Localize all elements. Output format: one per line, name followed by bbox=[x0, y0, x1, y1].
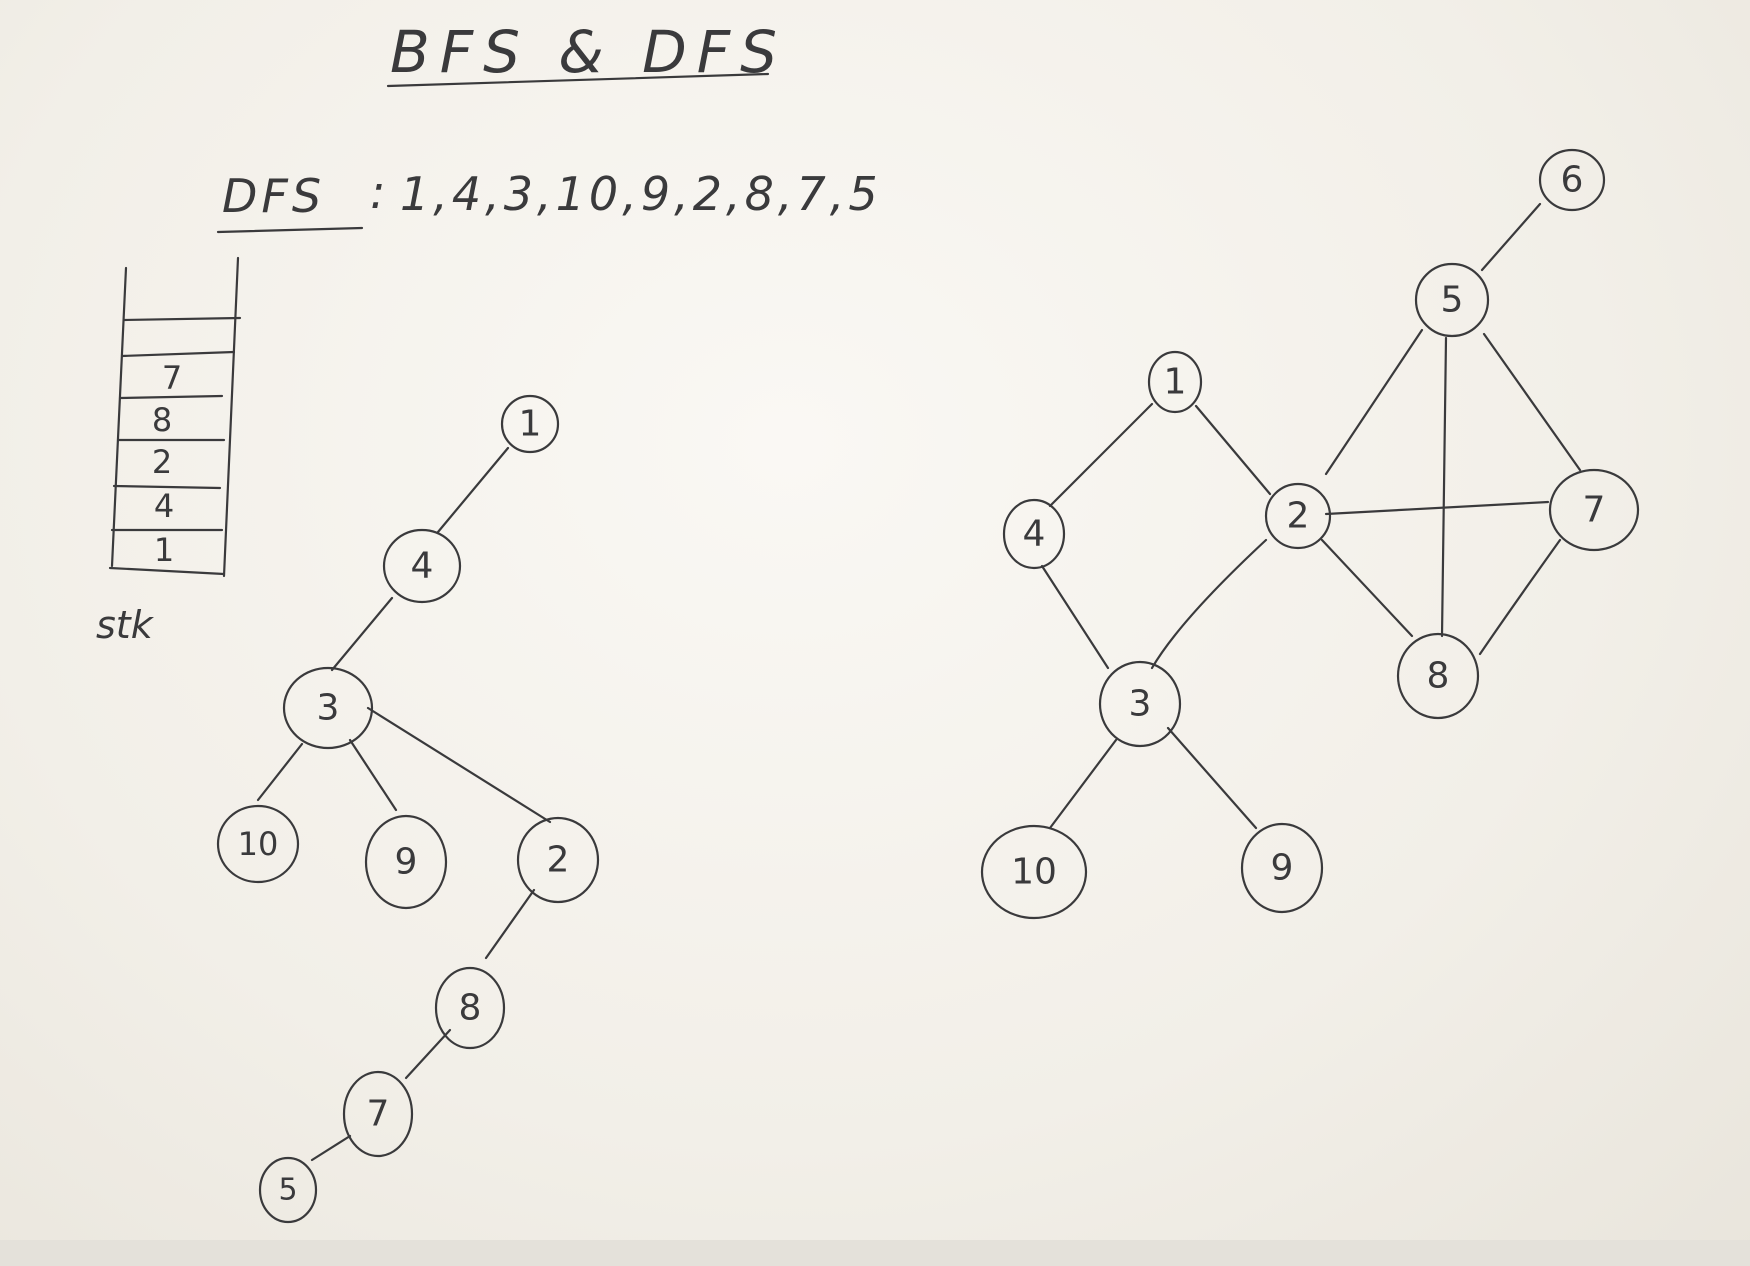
svg-text:1: 1 bbox=[1164, 362, 1187, 403]
tree-node-4 bbox=[382, 528, 462, 604]
svg-text:6: 6 bbox=[1561, 160, 1584, 201]
svg-text:7: 7 bbox=[1583, 490, 1606, 531]
dfs-label-underline bbox=[216, 226, 364, 234]
graph-node-6 bbox=[1538, 148, 1606, 212]
tree-node-3 bbox=[282, 666, 374, 750]
tree-node-5 bbox=[258, 1156, 318, 1224]
stack-item: 2 bbox=[152, 443, 172, 481]
stack-diagram: 7 8 2 4 1 stk bbox=[96, 256, 242, 647]
graph-node-4 bbox=[1002, 498, 1066, 570]
graph-node-9 bbox=[1240, 822, 1324, 914]
tree-node-9 bbox=[364, 814, 448, 910]
graph-node-3 bbox=[1098, 660, 1182, 748]
stack-item: 7 bbox=[162, 359, 182, 397]
graph-node-2 bbox=[1264, 482, 1332, 550]
svg-text:10: 10 bbox=[1011, 852, 1057, 893]
graph: 1 2 3 4 5 6 7 8 9 10 bbox=[980, 148, 1640, 920]
svg-text:4: 4 bbox=[411, 546, 434, 587]
dfs-label: DFS bbox=[222, 169, 325, 223]
stack-left-wall bbox=[110, 266, 128, 568]
svg-text:2: 2 bbox=[547, 840, 570, 881]
board-bottom-edge bbox=[0, 1240, 1750, 1266]
tree-node-7 bbox=[342, 1070, 414, 1158]
stack-item: 1 bbox=[154, 531, 174, 569]
title-underline bbox=[386, 72, 770, 88]
graph-node-1 bbox=[1147, 350, 1203, 414]
dfs-tree: 1 4 3 10 9 2 8 7 5 bbox=[216, 394, 600, 1224]
graph-node-10 bbox=[980, 824, 1088, 920]
stack-right-wall bbox=[222, 256, 240, 578]
tree-node-1 bbox=[500, 394, 560, 454]
svg-text:1: 1 bbox=[519, 404, 542, 445]
graph-node-7 bbox=[1548, 468, 1640, 552]
stack-item: 8 bbox=[152, 401, 172, 439]
svg-text:8: 8 bbox=[1427, 656, 1450, 697]
graph-node-8 bbox=[1396, 632, 1480, 720]
svg-text:7: 7 bbox=[367, 1094, 390, 1135]
svg-text:8: 8 bbox=[459, 988, 482, 1029]
stack-item: 4 bbox=[154, 487, 174, 525]
svg-text:2: 2 bbox=[1287, 496, 1310, 537]
tree-node-2 bbox=[516, 816, 600, 904]
tree-node-10 bbox=[216, 804, 300, 884]
svg-text:10: 10 bbox=[238, 825, 279, 863]
svg-text:4: 4 bbox=[1023, 514, 1046, 555]
svg-text:9: 9 bbox=[1271, 848, 1294, 889]
svg-text:9: 9 bbox=[395, 842, 418, 883]
svg-text:3: 3 bbox=[1129, 684, 1152, 725]
dfs-sequence: 1,4,3,10,9,2,8,7,5 bbox=[400, 167, 882, 221]
svg-text:3: 3 bbox=[317, 688, 340, 729]
svg-text::: : bbox=[370, 165, 390, 219]
svg-text:5: 5 bbox=[1441, 280, 1464, 321]
tree-node-8 bbox=[434, 966, 506, 1050]
graph-node-5 bbox=[1414, 262, 1490, 338]
stack-label: stk bbox=[96, 603, 155, 647]
svg-text:5: 5 bbox=[278, 1173, 297, 1208]
